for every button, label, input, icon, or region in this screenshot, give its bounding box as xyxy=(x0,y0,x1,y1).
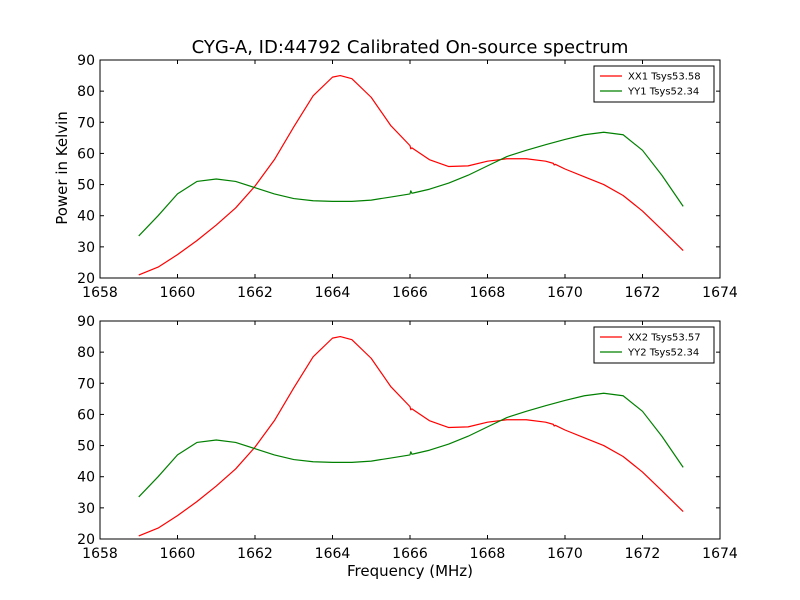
x-tick-label: 1670 xyxy=(547,546,583,562)
y-tick-label: 80 xyxy=(77,345,95,361)
x-tick-label: 1658 xyxy=(82,546,118,562)
x-tick-label: 1670 xyxy=(547,285,583,301)
y-tick-label: 20 xyxy=(77,271,95,287)
series-line-yy1 xyxy=(138,131,684,237)
y-tick-label: 80 xyxy=(77,84,95,100)
legend-label: YY1 Tsys52.34 xyxy=(627,87,699,98)
series-line-yy2 xyxy=(138,392,684,498)
chart-title: CYG-A, ID:44792 Calibrated On-source spe… xyxy=(192,37,629,58)
x-tick-label: 1672 xyxy=(625,546,661,562)
y-tick-label: 90 xyxy=(77,314,95,330)
y-axis-label: Power in Kelvin xyxy=(53,111,71,225)
y-tick-label: 30 xyxy=(77,240,95,256)
x-tick-label: 1660 xyxy=(160,546,196,562)
x-tick-label: 1662 xyxy=(237,285,273,301)
x-tick-label: 1658 xyxy=(82,285,118,301)
x-axis-label: Frequency (MHz) xyxy=(347,562,473,580)
y-tick-label: 50 xyxy=(77,178,95,194)
top-subplot: 1658 1660 1662 1664 1666 1668 1670 1672 1674 20 30… xyxy=(77,53,738,301)
x-tick-label: 1666 xyxy=(392,546,428,562)
x-tick-label: 1662 xyxy=(237,546,273,562)
y-tick-label: 40 xyxy=(77,470,95,486)
series-line-xx2 xyxy=(138,335,684,537)
y-tick-label: 50 xyxy=(77,439,95,455)
x-tick-label: 1674 xyxy=(702,546,738,562)
x-tick-label: 1668 xyxy=(470,546,506,562)
x-tick-label: 1672 xyxy=(625,285,661,301)
bottom-subplot: 1658 1660 1662 1664 1666 1668 1670 1672 1674 20 30… xyxy=(77,314,738,562)
legend: XX2 Tsys53.57 YY2 Tsys52.34 xyxy=(593,326,715,364)
legend-box xyxy=(593,326,715,364)
x-tick-label: 1660 xyxy=(160,285,196,301)
legend-box xyxy=(593,65,715,103)
x-tick-label: 1666 xyxy=(392,285,428,301)
legend-label: XX1 Tsys53.58 xyxy=(628,72,701,83)
legend: XX1 Tsys53.58 YY1 Tsys52.34 xyxy=(593,65,715,103)
series-line-xx1 xyxy=(138,74,684,276)
x-tick-label: 1674 xyxy=(702,285,738,301)
y-tick-label: 60 xyxy=(77,146,95,162)
legend-label: XX2 Tsys53.57 xyxy=(628,333,701,344)
y-tick-label: 70 xyxy=(77,115,95,131)
x-tick-label: 1664 xyxy=(315,285,351,301)
y-tick-label: 30 xyxy=(77,501,95,517)
y-tick-label: 40 xyxy=(77,209,95,225)
legend-label: YY2 Tsys52.34 xyxy=(627,348,699,359)
x-tick-label: 1664 xyxy=(315,546,351,562)
y-tick-label: 90 xyxy=(77,53,95,69)
x-tick-label: 1668 xyxy=(470,285,506,301)
y-tick-label: 60 xyxy=(77,407,95,423)
y-tick-label: 20 xyxy=(77,532,95,548)
y-tick-label: 70 xyxy=(77,376,95,392)
